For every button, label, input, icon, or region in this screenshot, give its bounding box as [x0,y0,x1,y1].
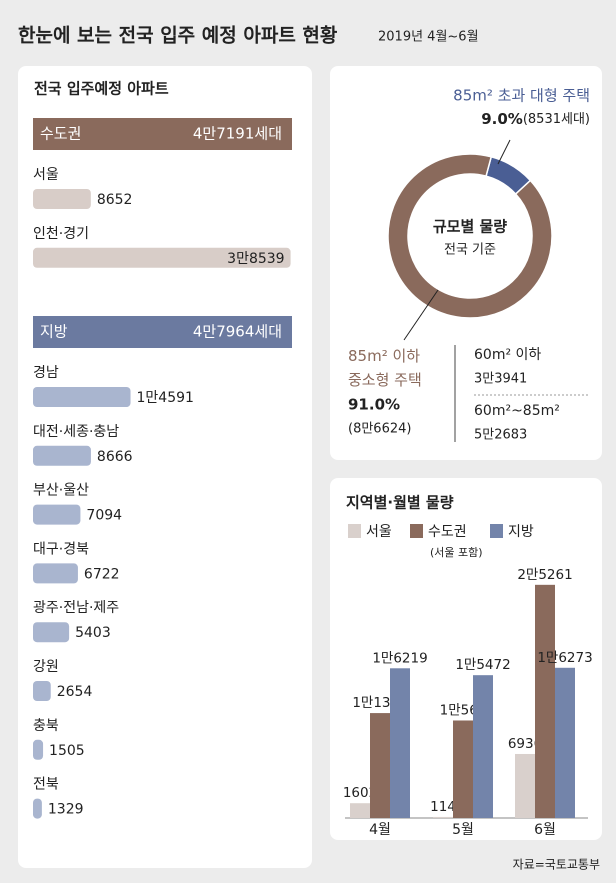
category-label: 서울 [33,167,59,183]
value-label: 91.0% [348,396,400,414]
value-label: 2654 [57,684,93,700]
category-label: 인천·경기 [33,226,89,242]
bar [33,798,42,819]
group-header [33,118,292,150]
value-label: 114 [430,799,456,815]
bar [33,387,131,407]
value-label: 8652 [97,192,133,208]
donut-subtitle: 전국 기준 [444,243,496,258]
leader-line [403,289,439,341]
breakdown-name: 60m² 이하 [474,347,541,363]
category-label: 광주·전남·제주 [33,600,119,616]
title: 한눈에 보는 전국 입주 예정 아파트 현황 [18,24,338,47]
group-total: 4만7964세대 [193,323,282,341]
bar [33,622,70,643]
bar [33,247,291,268]
bar [433,816,453,818]
group-name: 수도권 [40,125,81,143]
leader-line [497,139,511,165]
value-label: 8666 [97,449,133,465]
value-label: 1만5472 [455,657,510,673]
count-label: (8531세대) [523,112,590,127]
bar [515,753,535,818]
category-label: 경남 [33,365,59,381]
category-label: 전북 [33,777,59,793]
group-header [33,316,292,348]
category-label: 충북 [33,718,59,734]
subtitle: 2019년 4월~6월 [378,30,479,45]
bar [33,445,91,466]
bar [370,713,390,818]
bar [390,668,410,818]
bar [453,720,473,818]
value-label: 9.0% [481,110,523,128]
panel-title: 전국 입주예정 아파트 [34,80,169,98]
legend-swatch [410,524,423,538]
donut-slice [387,153,553,319]
group-name: 지방 [40,323,68,341]
category-label: 85m² 초과 대형 주택 [453,87,590,105]
legend-label: 지방 [508,524,534,540]
x-tick-label: 4월 [369,822,391,838]
chart-title: 지역별·월별 물량 [346,494,454,512]
value-label: 1만6273 [537,650,592,666]
value-label: 1602 [343,785,377,801]
value-label: 3만8539 [227,251,284,267]
category-label: 대전·세종·충남 [33,424,119,440]
value-label: 7094 [86,508,122,524]
category-label: 부산·울산 [33,483,89,499]
breakdown-value: 3만3941 [474,372,527,387]
category-label: 대구·경북 [33,541,89,557]
bar [33,189,91,209]
bar [350,803,370,818]
count-label: (8만6624) [348,422,411,437]
value-label: 5403 [75,625,111,641]
bar [33,681,51,701]
panel [330,66,602,460]
legend-label: 서울 [366,524,392,540]
legend-note: (서울 포함) [430,546,483,559]
value-label: 6936 [508,736,542,752]
legend-swatch [490,524,503,538]
bar [473,675,493,818]
bar [555,667,575,818]
value-label: 1505 [49,743,85,759]
category-label: 강원 [33,659,59,675]
bar [535,584,555,818]
category-label: 중소형 주택 [348,371,422,389]
x-tick-label: 6월 [534,822,556,838]
donut-title: 규모별 물량 [433,218,507,236]
value-label: 6722 [84,566,120,582]
bar [33,504,81,525]
value-label: 2만5261 [517,567,572,583]
category-label: 85m² 이하 [348,347,420,365]
legend-swatch [348,524,361,538]
value-label: 1만6219 [372,650,427,666]
x-tick-label: 5월 [452,822,474,838]
legend-label: 수도권 [428,524,467,540]
source: 자료=국토교통부 [513,858,600,872]
value-label: 1만4591 [137,390,194,406]
bar [33,563,78,584]
value-label: 9.0%(8531세대) [481,110,590,128]
group-total: 4만7191세대 [193,125,282,143]
bar [33,739,44,760]
value-label: 1329 [48,802,84,818]
breakdown-value: 5만2683 [474,428,527,443]
breakdown-name: 60m²~85m² [474,403,560,419]
